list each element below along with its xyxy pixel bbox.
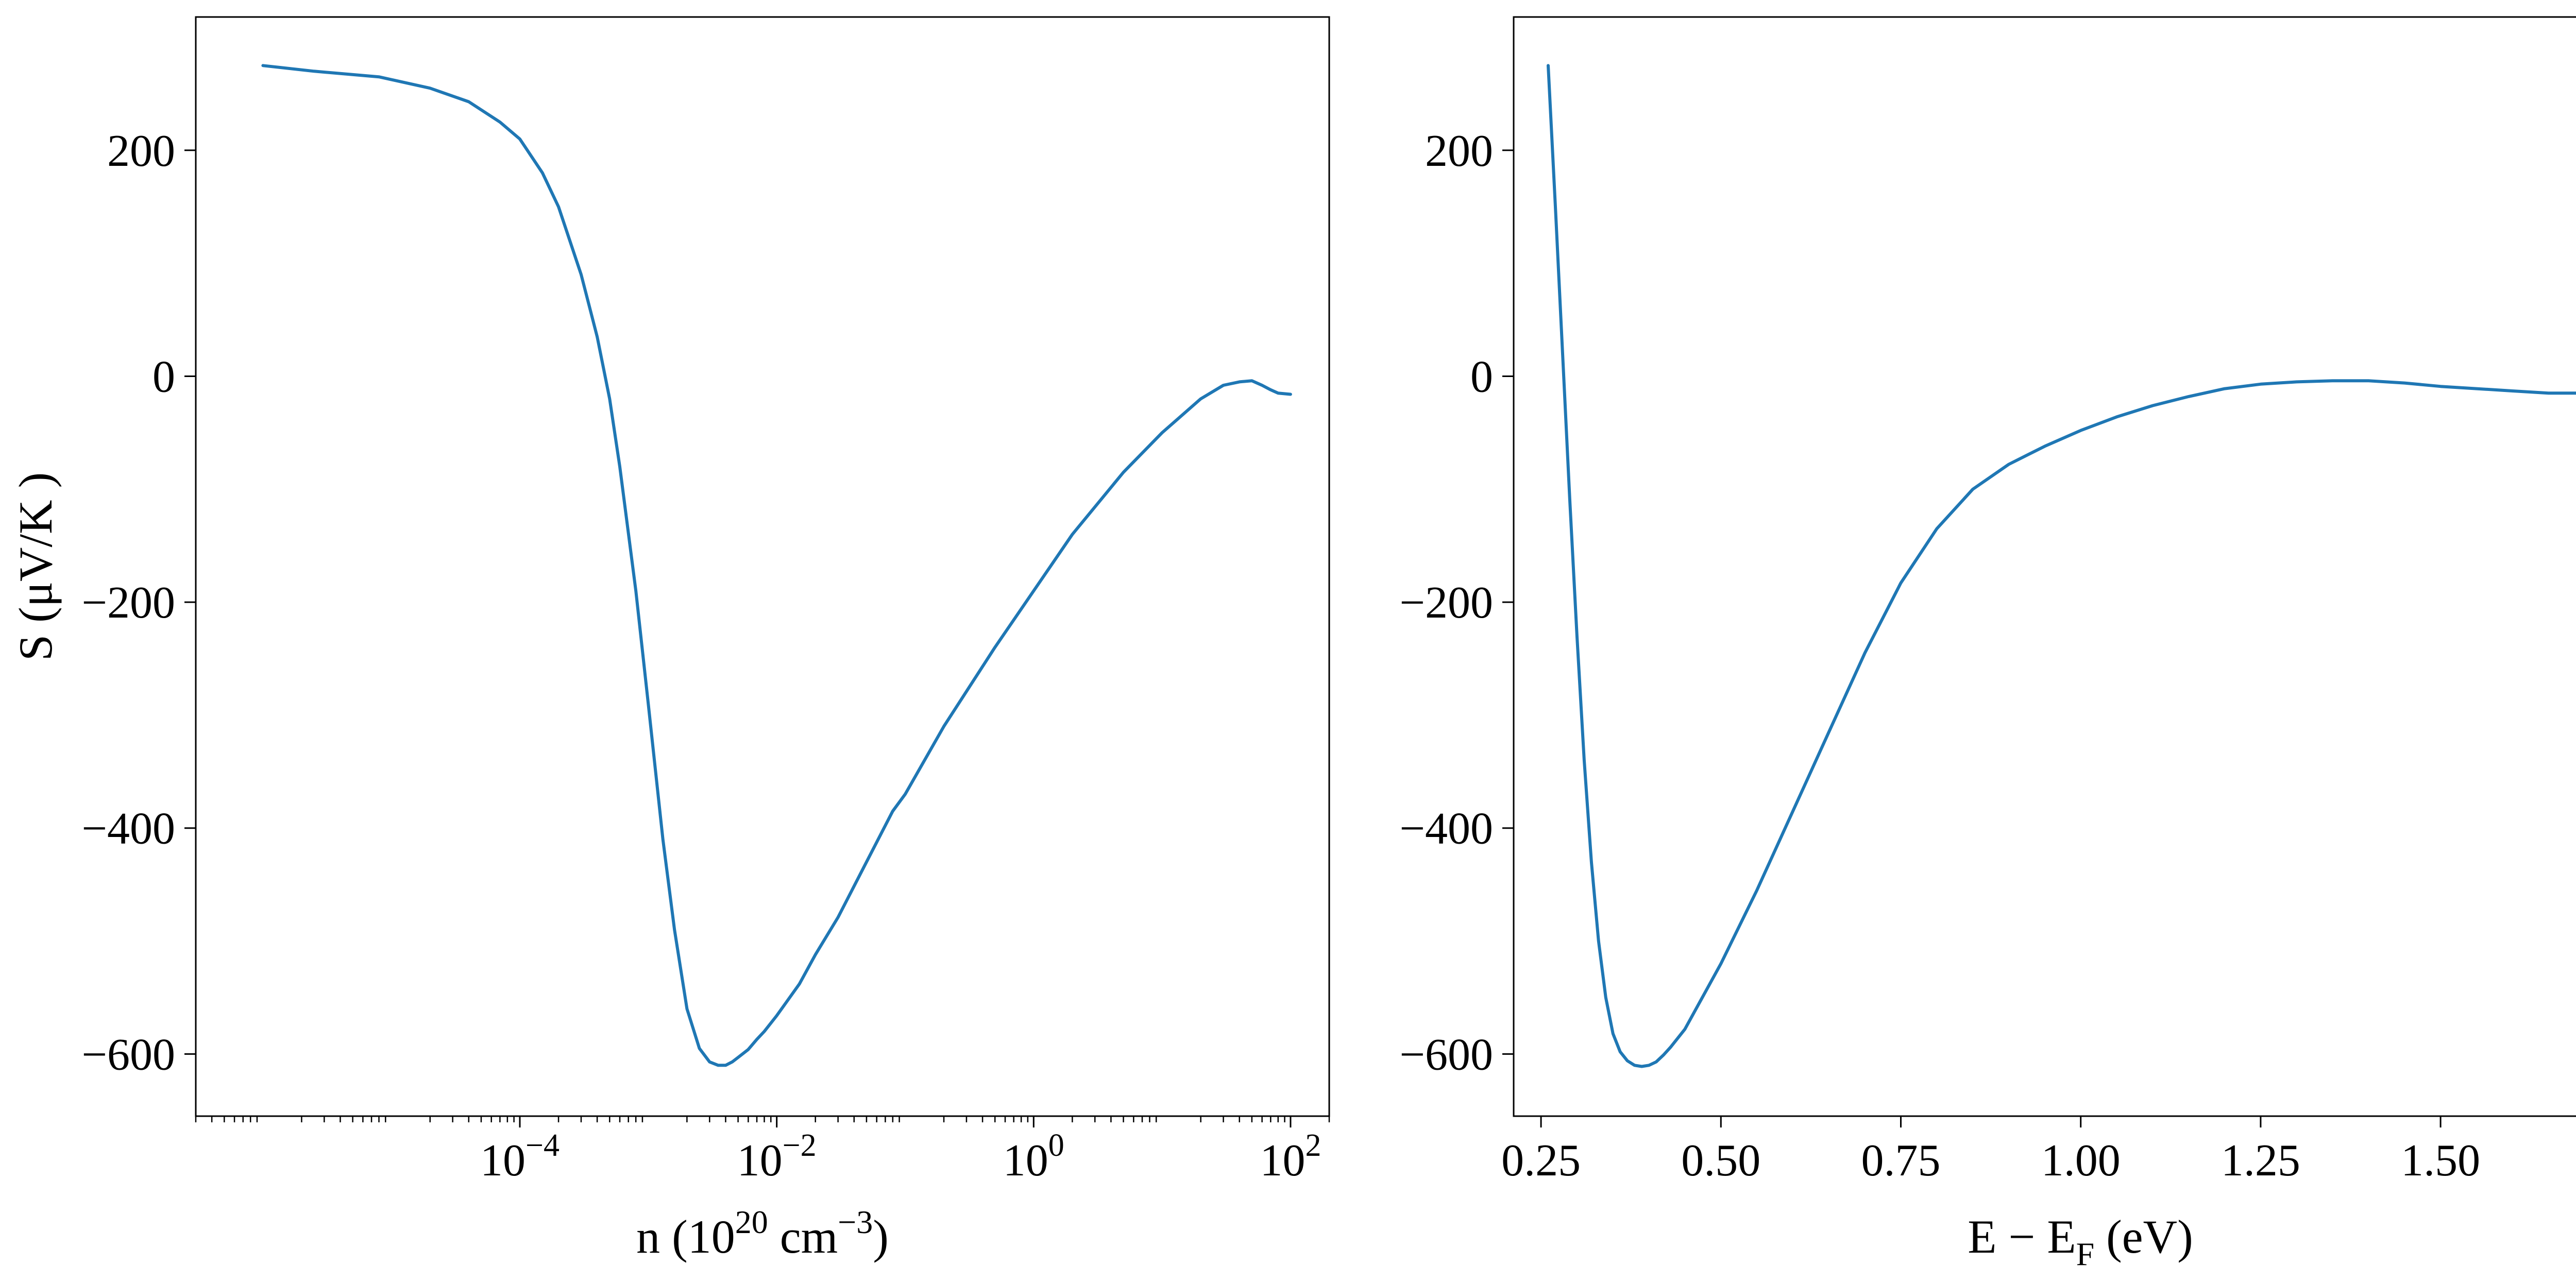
y-tick-label: 200 <box>1425 126 1493 176</box>
x-tick-label: 100 <box>1003 1128 1064 1186</box>
y-tick-label: 0 <box>152 352 175 402</box>
y-tick-label: −400 <box>81 804 175 854</box>
x-tick-base: 10 <box>1260 1136 1305 1186</box>
x-tick-label: 1.50 <box>2401 1136 2480 1186</box>
x-tick-base: 10 <box>1003 1136 1048 1186</box>
x-tick-exponent: 0 <box>1048 1128 1064 1163</box>
x-tick-base: 10 <box>480 1136 526 1186</box>
y-tick-label: 200 <box>107 126 175 176</box>
series-line <box>261 64 1292 1067</box>
x-axis-label: n (1020 cm−3) <box>636 1204 889 1263</box>
x-tick-label: 0.50 <box>1681 1136 1760 1186</box>
x-tick-label: 0.25 <box>1501 1136 1581 1186</box>
series-line <box>1547 64 2576 1068</box>
x-tick-label: 0.75 <box>1861 1136 1940 1186</box>
x-axis-label: E − EF (eV) <box>1968 1210 2193 1272</box>
x-tick-label: 1.25 <box>2221 1136 2300 1186</box>
x-tick-label: 102 <box>1260 1128 1321 1186</box>
plot-frame <box>1513 16 2576 1117</box>
y-axis-label: S (μV/K ) <box>9 472 62 661</box>
x-tick-exponent: −4 <box>526 1128 560 1163</box>
x-tick-label: 1.00 <box>2041 1136 2121 1186</box>
y-tick-label: −200 <box>1399 578 1493 628</box>
x-tick-base: 10 <box>737 1136 783 1186</box>
y-tick-label: 0 <box>1470 352 1493 402</box>
x-tick-label: 10−4 <box>480 1128 560 1186</box>
x-tick-label: 10−2 <box>737 1128 817 1186</box>
y-tick-label: −600 <box>81 1030 175 1080</box>
plot-frame <box>195 16 1330 1117</box>
x-tick-exponent: 2 <box>1305 1128 1321 1163</box>
x-tick-exponent: −2 <box>783 1128 817 1163</box>
right-panel: 200 0 −200 −400 −600 0.25 0.50 0.75 1.00 1.25 1.50… <box>1399 16 2576 1272</box>
y-tick-label: −200 <box>81 578 175 628</box>
y-tick-label: −600 <box>1399 1030 1493 1080</box>
y-tick-label: −400 <box>1399 804 1493 854</box>
